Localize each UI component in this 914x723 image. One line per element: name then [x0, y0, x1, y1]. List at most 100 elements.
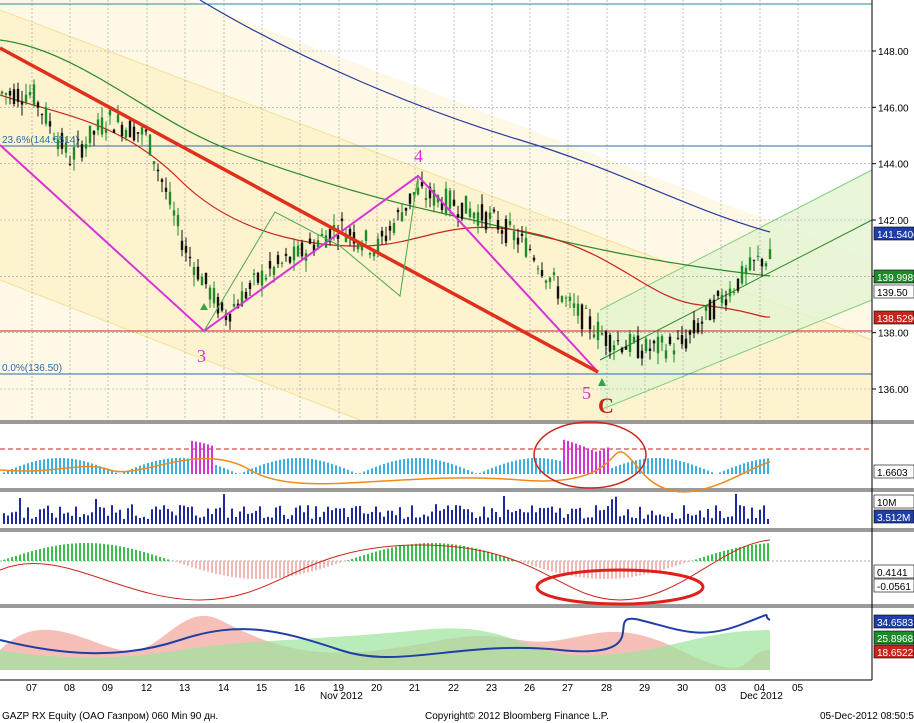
- osc-bar: [183, 458, 185, 474]
- osc-bar: [127, 470, 129, 474]
- osc-bar: [531, 458, 533, 474]
- volume-bar: [115, 512, 117, 524]
- osc-bar: [151, 461, 153, 474]
- volume-bar: [27, 507, 29, 524]
- osc-bar: [671, 459, 673, 474]
- volume-bar: [139, 518, 141, 524]
- volume-bar: [731, 516, 733, 524]
- marker-5: [598, 378, 606, 386]
- candle-body: [320, 233, 324, 236]
- badge-last-price: 139.50: [877, 288, 908, 299]
- candle-body: [196, 266, 200, 280]
- osc-bar: [551, 459, 553, 474]
- volume-bar: [679, 518, 681, 524]
- macd-bar: [503, 556, 505, 561]
- osc-bar: [407, 458, 409, 474]
- candle-body: [240, 291, 244, 307]
- day-label: 22: [448, 683, 460, 694]
- candle-body: [756, 255, 760, 257]
- volume-bar: [523, 512, 525, 524]
- volume-bar: [611, 499, 613, 524]
- volume-bar: [43, 508, 45, 524]
- volume-bar: [727, 516, 729, 524]
- sub-wave: [203, 175, 419, 332]
- macd-bar: [663, 561, 665, 570]
- candle-body: [244, 292, 248, 299]
- macd-bar: [527, 561, 529, 565]
- candle-body: [180, 240, 184, 251]
- osc-bar: [355, 473, 357, 474]
- volume-bar: [751, 507, 753, 524]
- osc-bar: [67, 458, 69, 474]
- volume-bar: [403, 518, 405, 524]
- osc-bar: [571, 442, 573, 474]
- osc-bar: [647, 458, 649, 474]
- candle-body: [168, 191, 172, 205]
- month-label-dec: Dec 2012: [740, 691, 783, 702]
- volume-bar: [495, 512, 497, 524]
- volume-bar: [203, 516, 205, 524]
- time-axis: 07 08 09 12 13 14 15 16 19 20 21 22 23 26 27 28 29 30 03 04…: [0, 679, 914, 706]
- candle-body: [124, 130, 128, 138]
- volume-bar: [151, 509, 153, 524]
- candle-body: [680, 335, 684, 344]
- volume-bar: [147, 518, 149, 524]
- y-tick-label: 144.00: [878, 160, 909, 171]
- volume-bar: [263, 518, 265, 524]
- candle-body: [392, 223, 396, 233]
- macd-bar: [155, 555, 157, 561]
- osc-bar: [299, 458, 301, 474]
- volume-bar: [579, 507, 581, 524]
- volume-bar: [339, 508, 341, 524]
- macd-bar: [679, 561, 681, 565]
- osc-bar: [651, 458, 653, 474]
- volume-bar: [427, 516, 429, 524]
- candle-body: [468, 208, 472, 218]
- volume-bar: [479, 516, 481, 524]
- badge-di-plus: 25.8968: [877, 634, 914, 645]
- day-label: 15: [256, 683, 268, 694]
- candle-body: [692, 320, 696, 334]
- osc-bar: [99, 466, 101, 474]
- volume-bar: [435, 504, 437, 524]
- day-label: 12: [141, 683, 153, 694]
- osc-bar: [107, 469, 109, 474]
- macd-bar: [271, 561, 273, 579]
- candle-body: [184, 246, 188, 253]
- osc-bar: [743, 463, 745, 474]
- volume-bar: [307, 505, 309, 524]
- volume-bar: [191, 506, 193, 524]
- candle-body: [420, 182, 424, 187]
- macd-bar: [695, 559, 697, 561]
- day-label: 16: [294, 683, 306, 694]
- macd-bar: [555, 561, 557, 573]
- macd-bar: [483, 550, 485, 561]
- volume-bar: [171, 511, 173, 524]
- candle-body: [544, 280, 548, 283]
- macd-bar: [295, 561, 297, 576]
- macd-bar: [635, 561, 637, 577]
- osc-bar: [511, 461, 513, 474]
- volume-bar: [23, 517, 25, 524]
- osc-bar: [427, 458, 429, 474]
- volume-bar: [167, 508, 169, 524]
- volume-bar: [663, 516, 665, 524]
- candle-body: [152, 161, 156, 165]
- macd-bar: [303, 561, 305, 574]
- volume-bar: [615, 496, 617, 524]
- candle-body: [576, 303, 580, 316]
- ma-50: [0, 94, 771, 318]
- osc-bar: [411, 458, 413, 474]
- volume-bar: [659, 514, 661, 524]
- volume-bar: [671, 512, 673, 524]
- candle-body: [672, 350, 676, 355]
- osc-bar: [587, 448, 589, 474]
- candle-body: [144, 129, 148, 132]
- macd-bar: [31, 551, 33, 561]
- candle-body: [716, 291, 720, 296]
- osc-bar: [739, 464, 741, 474]
- osc-bar: [547, 458, 549, 474]
- osc-bar: [611, 467, 613, 474]
- panel-bg: [0, 532, 872, 602]
